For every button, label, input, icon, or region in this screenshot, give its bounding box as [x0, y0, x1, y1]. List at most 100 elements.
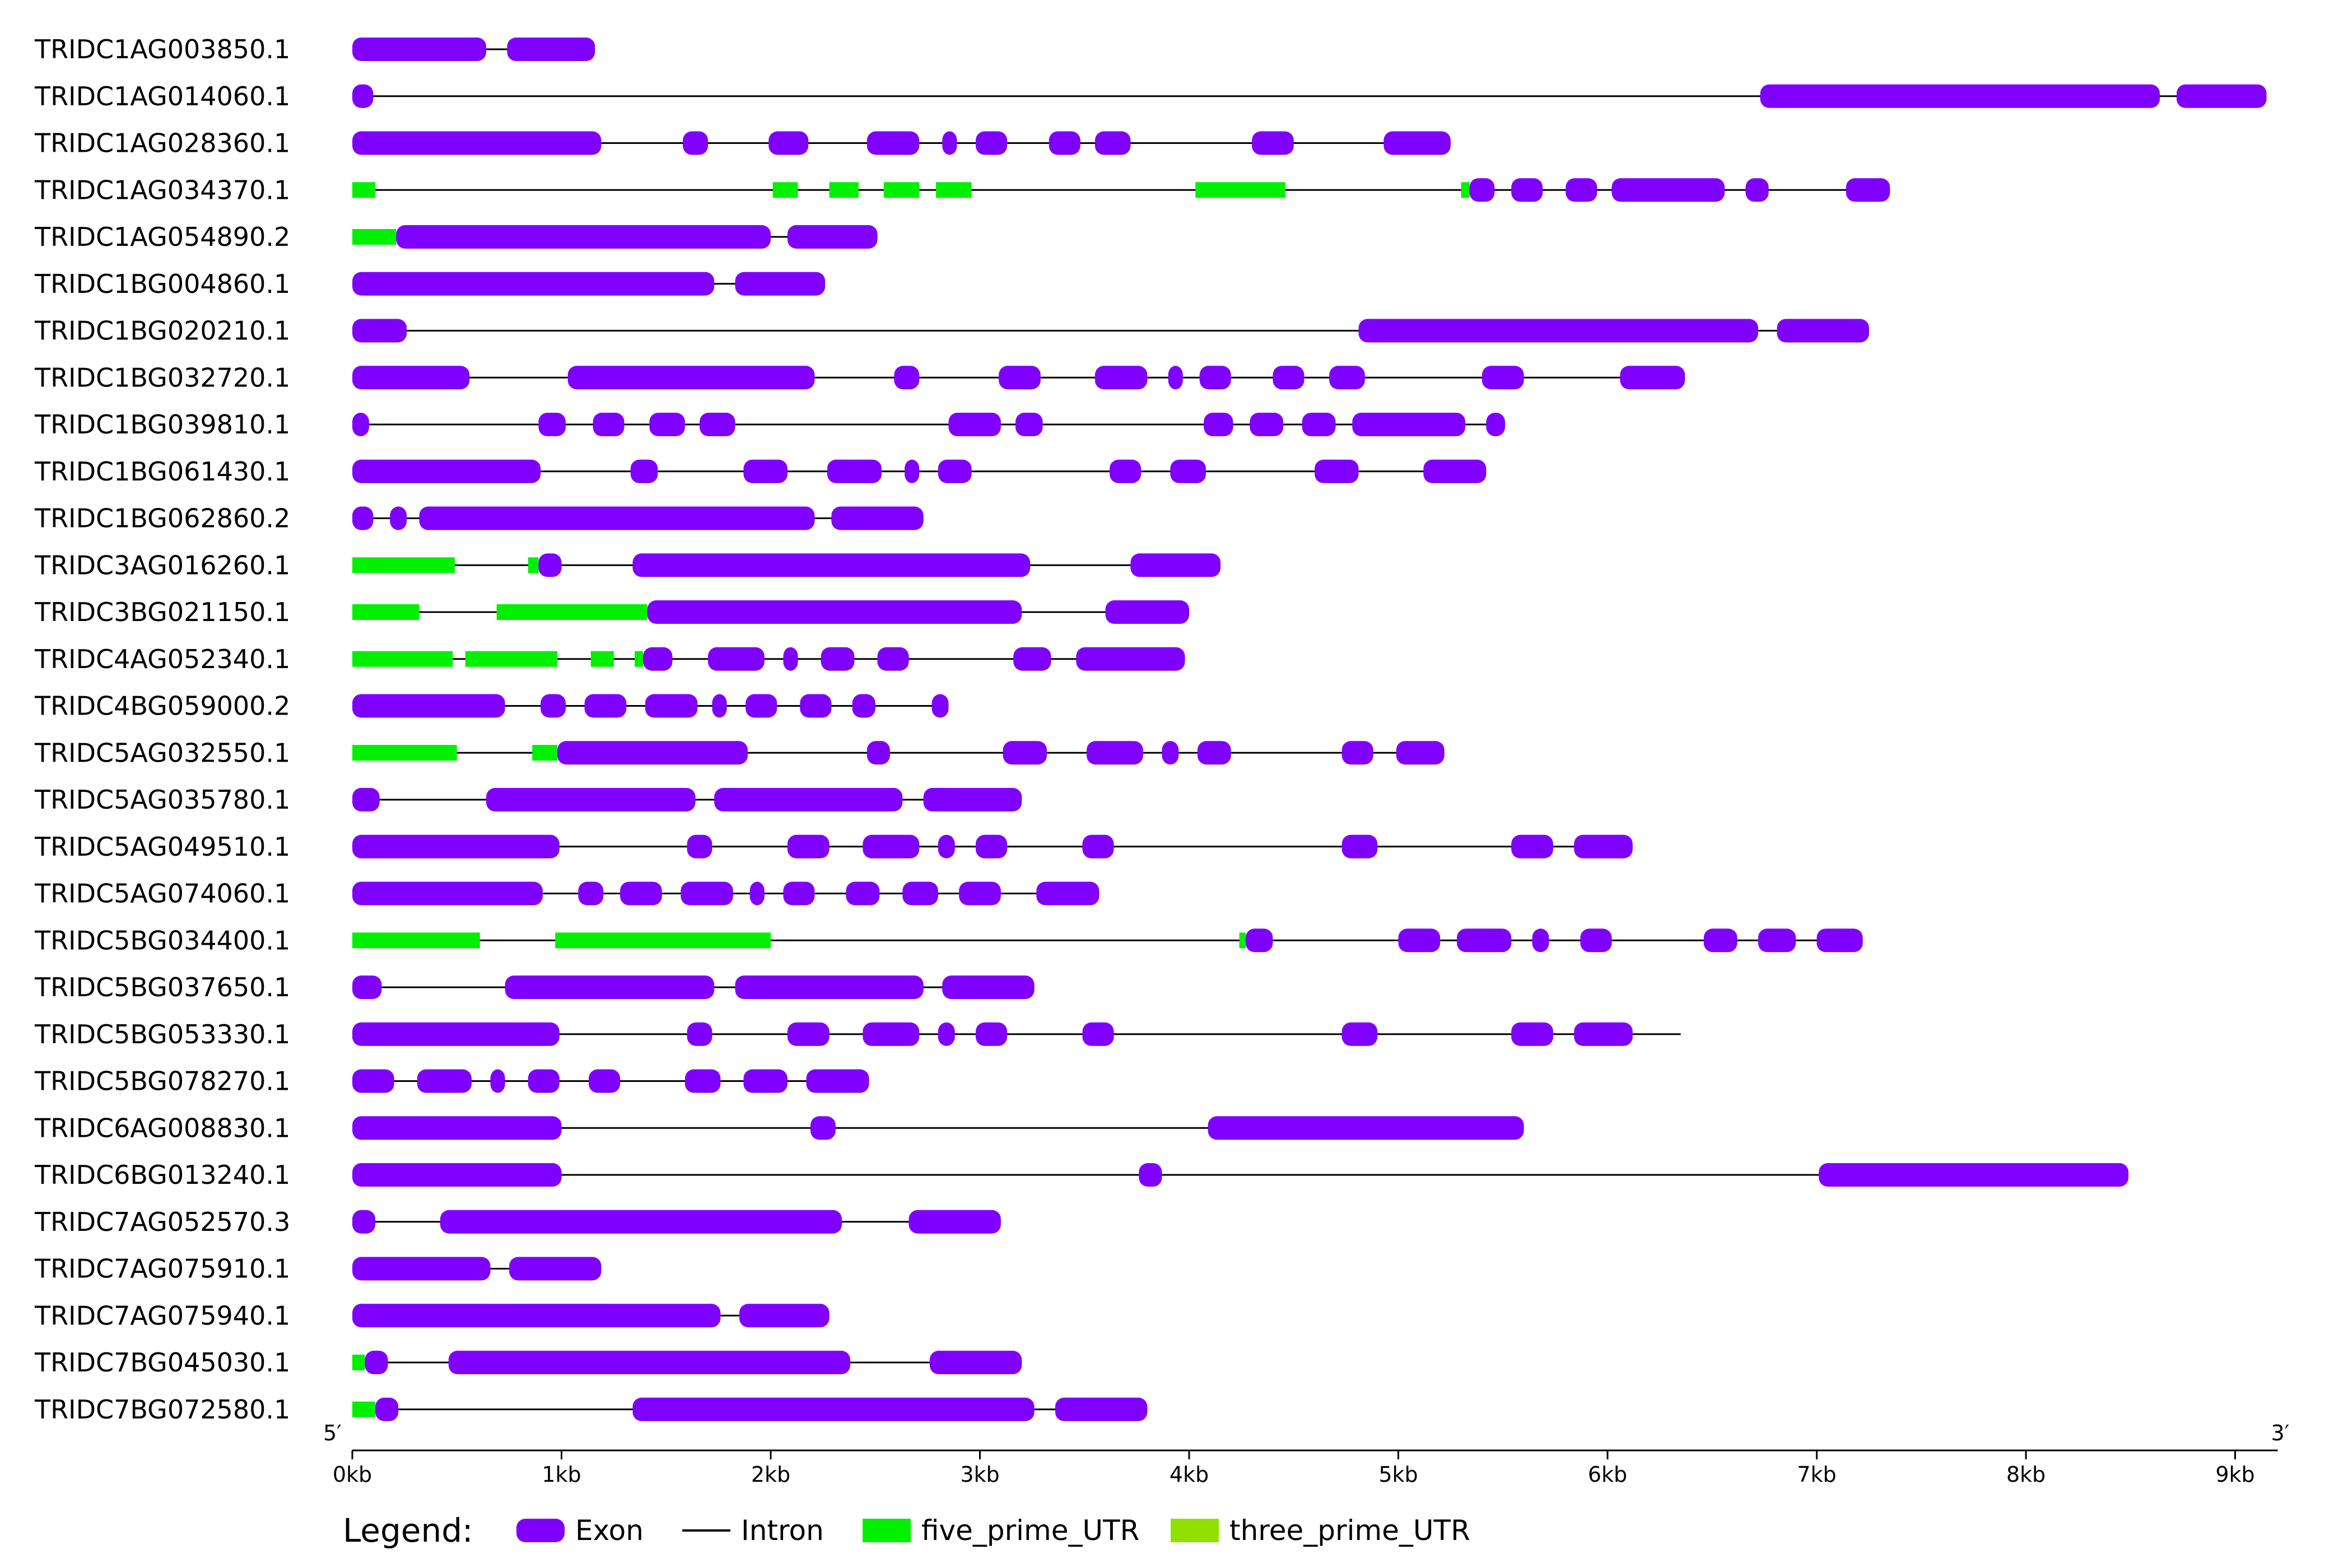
- five-prime-utr-segment: [635, 651, 644, 667]
- exon-segment: [1049, 131, 1080, 155]
- exon-segment: [1273, 366, 1305, 390]
- exon-segment: [700, 413, 735, 436]
- exon-segment: [1469, 178, 1495, 202]
- exon-segment: [352, 366, 470, 390]
- gene-name-label: TRIDC5AG035780.1: [34, 785, 290, 815]
- exon-segment: [1398, 928, 1441, 953]
- exon-segment: [800, 694, 832, 718]
- exon-segment: [620, 881, 662, 906]
- exon-segment: [352, 38, 487, 61]
- exon-segment: [1130, 553, 1221, 577]
- gene-name-label: TRIDC1AG034370.1: [34, 175, 290, 205]
- gene-track: TRIDC6AG008830.1: [34, 1113, 1524, 1143]
- exon-segment: [352, 1069, 394, 1093]
- exon-segment: [352, 1210, 376, 1234]
- gene-name-label: TRIDC7AG075910.1: [34, 1254, 290, 1284]
- exon-segment: [735, 976, 924, 999]
- exon-segment: [894, 366, 920, 390]
- exon-segment: [1396, 741, 1445, 765]
- five-prime-utr-segment: [352, 557, 455, 573]
- exon-segment: [1110, 459, 1142, 483]
- five-prime-utr-segment: [883, 182, 920, 198]
- exon-segment: [743, 1069, 788, 1093]
- gene-track: TRIDC1BG062860.2: [34, 503, 924, 534]
- exon-segment: [931, 694, 949, 718]
- gene-track: TRIDC7BG072580.1: [34, 1394, 1148, 1425]
- exon-segment: [1745, 178, 1769, 202]
- exon-segment: [593, 413, 625, 436]
- exon-segment: [486, 788, 696, 811]
- exon-segment: [806, 1069, 869, 1093]
- five-prime-utr-segment: [936, 182, 972, 198]
- five-prime-utr-segment: [352, 932, 480, 949]
- gene-name-label: TRIDC7BG045030.1: [34, 1347, 290, 1378]
- gene-name-label: TRIDC1BG062860.2: [34, 503, 290, 534]
- gene-name-label: TRIDC5BG034400.1: [34, 925, 290, 955]
- exon-segment: [557, 741, 748, 765]
- gene-name-label: TRIDC4BG059000.2: [34, 691, 290, 721]
- exon-segment: [352, 694, 505, 718]
- axis-tick-label: 0kb: [333, 1462, 372, 1487]
- exon-segment: [942, 131, 957, 155]
- exon-segment: [567, 366, 815, 390]
- exon-segment: [1846, 178, 1890, 202]
- exon-segment: [1245, 928, 1273, 953]
- legend-exon-swatch: [516, 1519, 565, 1542]
- exon-segment: [714, 788, 903, 811]
- three-prime-label: 3′: [2271, 1421, 2290, 1445]
- five-prime-utr-segment: [590, 651, 614, 667]
- gene-name-label: TRIDC7BG072580.1: [34, 1394, 290, 1425]
- exon-segment: [578, 881, 604, 906]
- exon-segment: [1620, 366, 1685, 390]
- exon-segment: [1013, 647, 1051, 671]
- exon-segment: [352, 1304, 721, 1328]
- exon-segment: [645, 694, 698, 718]
- exon-segment: [509, 1257, 602, 1281]
- gene-track: TRIDC5AG074060.1: [34, 879, 1100, 909]
- exon-segment: [1199, 366, 1231, 390]
- exon-segment: [1611, 178, 1725, 202]
- gene-tracks: TRIDC1AG003850.1 TRIDC1AG014060.1 TRIDC1AG…: [34, 34, 2267, 1425]
- axis-tick-label: 2kb: [751, 1462, 790, 1487]
- exon-segment: [783, 881, 815, 906]
- gene-name-label: TRIDC5BG053330.1: [34, 1019, 290, 1049]
- legend: Legend: Exon Intron five_prime_UTR three_pr…: [343, 1511, 1470, 1550]
- legend-item-label: Exon: [575, 1514, 644, 1547]
- legend-item-label: five_prime_UTR: [921, 1514, 1139, 1547]
- gene-name-label: TRIDC3AG016260.1: [34, 550, 290, 580]
- exon-segment: [1457, 928, 1512, 953]
- exon-segment: [683, 131, 708, 155]
- exon-segment: [821, 647, 855, 671]
- gene-name-label: TRIDC5BG037650.1: [34, 972, 290, 1002]
- gene-track: TRIDC7AG075940.1: [34, 1300, 830, 1331]
- gene-track: TRIDC5BG034400.1: [34, 925, 1863, 955]
- exon-segment: [1574, 834, 1633, 858]
- exon-segment: [1252, 131, 1294, 155]
- exon-segment: [1208, 1116, 1524, 1140]
- exon-segment: [810, 1116, 836, 1140]
- exon-segment: [863, 1022, 920, 1046]
- exon-segment: [538, 553, 562, 577]
- exon-segment: [528, 1069, 560, 1093]
- exon-segment: [352, 506, 374, 530]
- exon-segment: [1162, 741, 1179, 765]
- exon-segment: [2176, 84, 2267, 108]
- exon-segment: [712, 694, 727, 718]
- exon-segment: [1383, 131, 1451, 155]
- exon-segment: [1574, 1022, 1633, 1046]
- exon-segment: [846, 881, 880, 906]
- exon-segment: [352, 413, 369, 436]
- five-prime-utr-segment: [352, 745, 457, 761]
- exon-segment: [390, 506, 407, 530]
- exon-segment: [1170, 459, 1206, 483]
- gene-track: TRIDC7AG075910.1: [34, 1254, 602, 1284]
- axis-ticks: 0kb 1kb 2kb 3kb 4kb 5kb 6kb 7kb 8kb 9kb: [333, 1450, 2255, 1487]
- exon-segment: [1302, 413, 1336, 436]
- exon-segment: [787, 225, 878, 249]
- five-prime-utr-segment: [465, 651, 558, 667]
- exon-segment: [1168, 366, 1183, 390]
- exon-segment: [1003, 741, 1047, 765]
- exon-segment: [1511, 178, 1543, 202]
- axis-tick-label: 9kb: [2215, 1462, 2254, 1487]
